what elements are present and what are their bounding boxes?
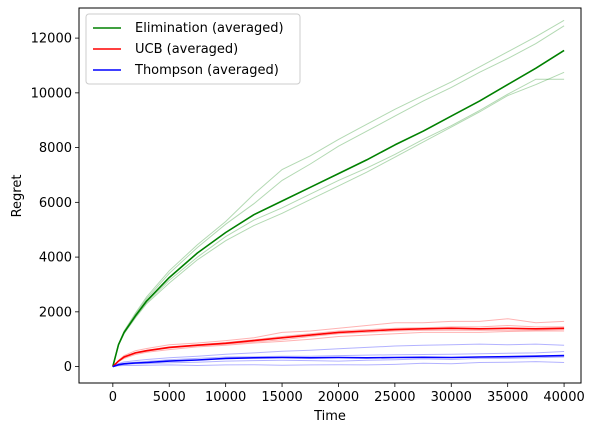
y-axis-label: Regret [10,175,25,218]
x-tick-label: 20000 [318,390,359,405]
thompson-averaged-line [112,354,565,368]
legend-label-elimination: Elimination (averaged) [135,21,284,36]
thompson-run-1-line [112,343,565,368]
x-axis-ticks: 0 5000 10000 15000 20000 25000 30000 35000 40000 [109,383,585,405]
elimination-run-2-line [112,25,565,367]
x-axis-label: Time [313,409,346,424]
legend-label-thompson: Thompson (averaged) [134,63,279,78]
x-tick-label: 15000 [261,390,302,405]
y-tick-label: 4000 [39,251,72,266]
x-tick-label: 40000 [543,390,584,405]
elimination-run-1-line [112,19,565,367]
x-tick-label: 35000 [487,390,528,405]
thompson-run-4-line [112,361,565,368]
y-axis-ticks: 0 2000 4000 6000 8000 10000 12000 [31,32,79,375]
thompson-run-2-line [112,351,565,368]
ucb-run-1-line [112,318,565,367]
x-tick-label: 25000 [374,390,415,405]
x-tick-label: 10000 [205,390,246,405]
y-tick-label: 6000 [39,196,72,211]
thompson-run-3-line [112,356,565,368]
y-tick-label: 2000 [39,305,72,320]
ucb-run-4-line [112,330,565,367]
ucb-averaged-line [112,327,565,368]
x-tick-label: 5000 [153,390,186,405]
plot-area-frame [78,7,582,384]
elimination-run-3-line [112,78,565,367]
x-tick-label: 30000 [431,390,472,405]
legend-label-ucb: UCB (averaged) [135,42,238,57]
y-tick-label: 0 [64,360,72,375]
x-tick-label: 0 [109,390,117,405]
y-tick-label: 12000 [31,32,72,47]
y-tick-label: 10000 [31,86,72,101]
legend-box [85,13,301,85]
elimination-averaged-line [112,49,565,367]
legend: Elimination (averaged) UCB (averaged) Th… [85,13,301,85]
elimination-run-4-line [112,71,565,367]
plot-lines [112,19,565,368]
y-tick-label: 8000 [39,141,72,156]
